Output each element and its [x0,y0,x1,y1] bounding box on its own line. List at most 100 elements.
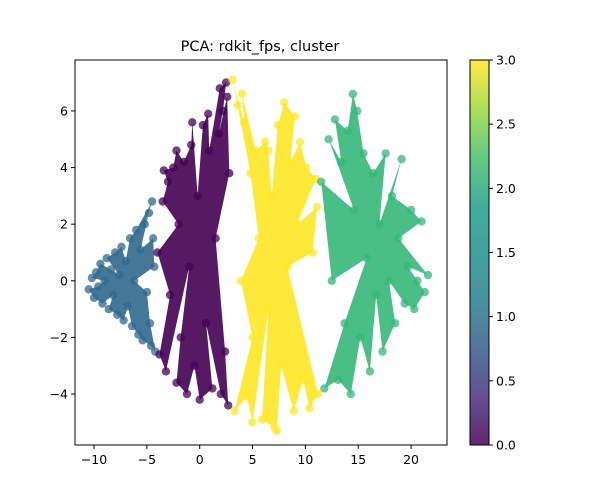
scatter-point-cluster-2 [413,276,422,285]
scatter-point-cluster-0 [182,389,192,399]
scatter-point-cluster-2 [349,205,359,215]
colorbar-gradient [470,60,489,445]
scatter-point-cluster-0 [214,129,223,138]
scatter-point-cluster-2 [400,299,409,308]
scatter-point-cluster-3 [280,98,289,107]
scatter-point-cluster-1 [119,316,128,325]
y-tick-label: −2 [50,330,68,345]
colorbar-axis: 0.0 0.5 1.0 1.5 2.0 2.5 3.0 [489,53,516,453]
scatter-point-cluster-1 [121,256,130,266]
scatter-point-cluster-1 [98,299,107,308]
scatter-point-cluster-2 [327,276,336,285]
scatter-point-cluster-0 [161,367,171,376]
scatter-point-cluster-0 [208,384,217,393]
scatter-point-cluster-0 [190,361,199,370]
scatter-point-cluster-0 [155,350,164,359]
scatter-point-cluster-0 [188,118,197,127]
scatter-point-cluster-1 [106,265,116,274]
scatter-point-cluster-1 [130,276,139,285]
scatter-point-cluster-0 [174,220,183,229]
scatter-point-cluster-3 [248,418,257,427]
scatter-point-cluster-2 [365,367,375,376]
scatter-point-cluster-1 [104,304,114,314]
cluster-3-density [232,79,319,431]
scatter-point-cluster-1 [136,245,145,254]
colorbar-tick-label: 1.5 [496,245,516,260]
scatter-point-cluster-2 [359,149,368,158]
scatter-point-cluster-1 [144,208,154,218]
scatter-point-cluster-2 [372,290,381,300]
x-tick-label: −10 [81,452,107,467]
scatter-point-cluster-1 [115,270,124,280]
scatter-point-cluster-3 [313,389,323,399]
scatter-point-cluster-2 [420,287,429,297]
scatter-point-cluster-2 [394,234,403,243]
scatter-point-cluster-1 [123,302,132,311]
scatter-point-cluster-1 [94,282,103,291]
scatter-point-cluster-1 [108,290,118,300]
scatter-point-cluster-0 [218,106,228,116]
scatter-point-cluster-2 [397,154,406,164]
scatter-point-cluster-1 [145,319,155,328]
scatter-point-cluster-1 [132,225,141,235]
scatter-point-cluster-2 [346,389,355,399]
scatter-point-cluster-0 [215,84,224,93]
scatter-point-cluster-0 [158,197,167,206]
colorbar-tick-label: 2.0 [496,181,516,196]
scatter-point-cluster-1 [84,285,93,294]
scatter-point-cluster-2 [356,333,365,342]
scatter-point-cluster-1 [113,310,122,319]
y-tick-label: −4 [50,387,68,402]
scatter-point-cluster-3 [292,220,302,229]
scatter-point-cluster-3 [286,157,295,167]
scatter-point-cluster-3 [264,304,273,314]
scatter-point-cluster-3 [230,406,239,416]
scatter-point-cluster-0 [223,92,232,102]
scatter-point-cluster-0 [163,177,173,186]
scatter-point-cluster-0 [187,140,196,150]
scatter-point-cluster-2 [384,276,394,285]
y-tick-label: 0 [60,273,68,288]
scatter-point-cluster-3 [233,101,242,110]
x-tick-label: 5 [249,452,257,467]
scatter-point-cluster-0 [172,378,181,387]
colorbar-tick-label: 3.0 [496,53,516,68]
scatter-point-cluster-3 [276,361,286,370]
scatter-point-cluster-1 [150,262,159,271]
scatter-point-cluster-2 [340,319,349,328]
scatter-point-cluster-3 [237,89,247,99]
x-tick-label: 15 [350,452,366,467]
scatter-point-cluster-0 [169,163,178,172]
scatter-point-cluster-3 [257,415,267,424]
scatter-point-cluster-0 [211,234,220,243]
scatter-point-cluster-2 [343,126,352,135]
scatter-point-cluster-0 [193,191,202,201]
scatter-point-cluster-0 [225,169,234,178]
scatter-point-cluster-2 [324,135,333,144]
scatter-point-cluster-1 [140,220,149,229]
scatter-point-cluster-1 [125,234,135,243]
scatter-point-cluster-2 [317,177,326,186]
scatter-point-cluster-0 [198,120,208,130]
x-tick-label: 10 [297,452,313,467]
scatter-point-cluster-3 [302,163,311,172]
scatter-point-cluster-2 [417,217,426,226]
scatter-point-cluster-1 [89,293,99,302]
scatter-points [84,75,433,435]
scatter-point-cluster-3 [272,426,282,435]
scatter-point-cluster-3 [228,75,237,85]
scatter-point-cluster-2 [368,169,378,178]
scatter-point-cluster-0 [179,157,189,167]
y-tick-label: 2 [60,217,68,232]
scatter-point-cluster-3 [248,333,257,342]
scatter-point-cluster-2 [333,375,343,385]
scatter-point-cluster-3 [261,137,270,147]
scatter-point-cluster-2 [353,106,362,116]
scatter-point-cluster-2 [320,384,329,393]
scatter-point-cluster-1 [91,268,101,277]
scatter-point-cluster-3 [264,146,273,155]
scatter-point-cluster-2 [375,220,384,229]
colorbar-tick-label: 0.0 [496,438,516,453]
scatter-point-cluster-3 [254,234,264,243]
scatter-point-cluster-3 [312,203,322,212]
